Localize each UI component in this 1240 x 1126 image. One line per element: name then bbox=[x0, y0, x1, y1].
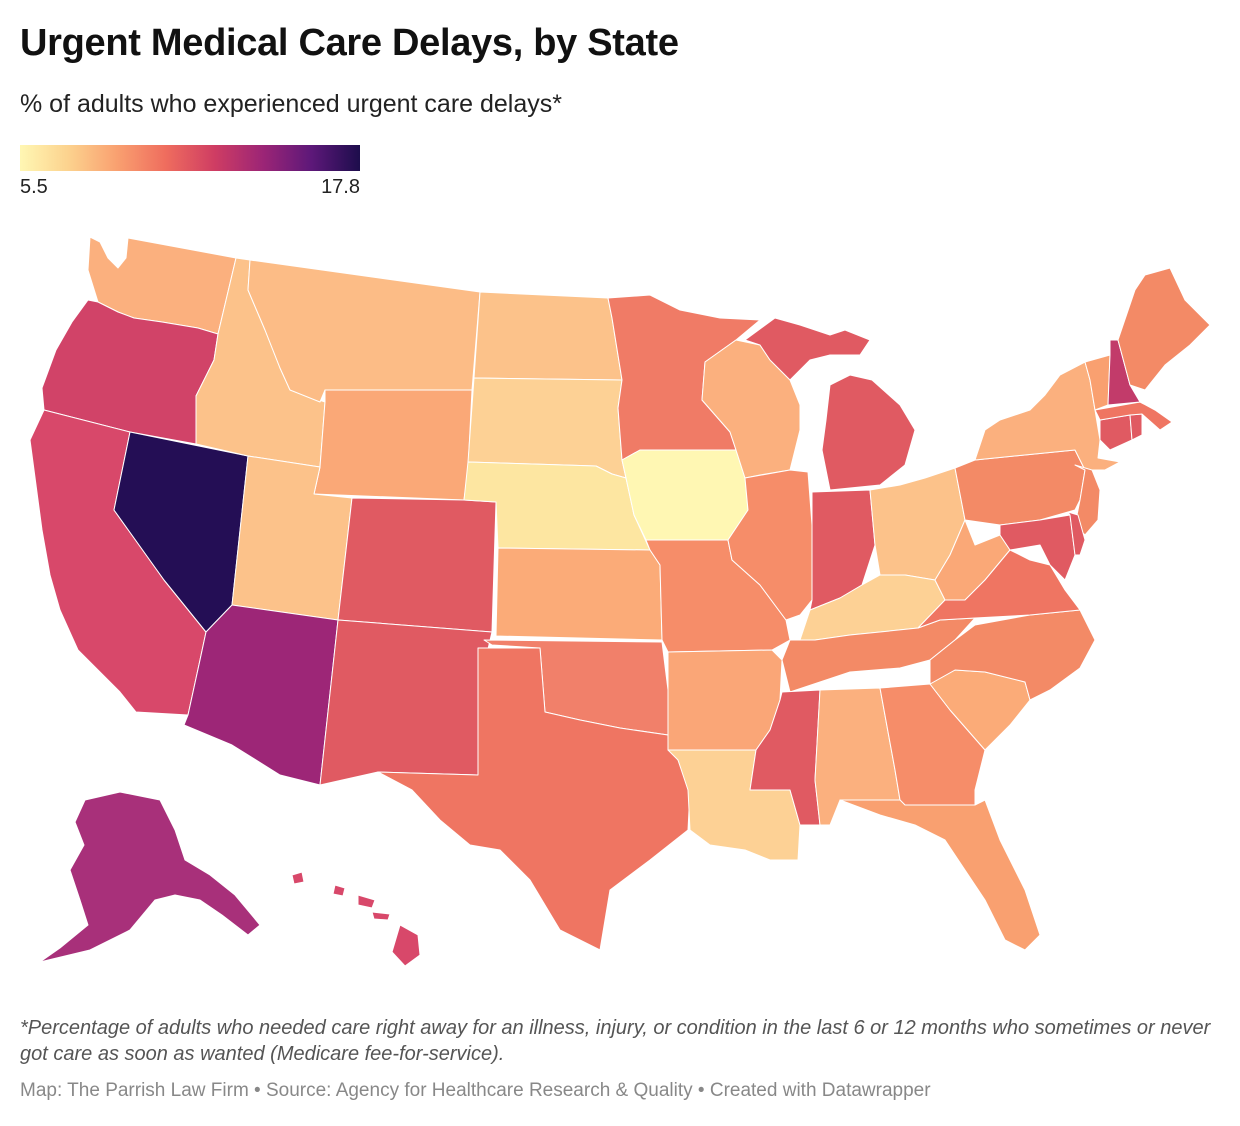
state-MA[interactable] bbox=[1094, 401, 1173, 431]
map-subtitle: % of adults who experienced urgent care … bbox=[20, 90, 562, 118]
us-choropleth-map bbox=[29, 236, 1211, 967]
state-KS[interactable] bbox=[495, 547, 663, 641]
state-CO[interactable] bbox=[337, 497, 497, 633]
state-NC[interactable] bbox=[929, 609, 1096, 701]
state-ND[interactable] bbox=[473, 291, 623, 381]
state-VT[interactable] bbox=[1084, 354, 1111, 411]
source-credits: Map: The Parrish Law Firm • Source: Agen… bbox=[20, 1080, 931, 1101]
state-IL[interactable] bbox=[727, 469, 813, 621]
legend-min-label: 5.5 bbox=[20, 176, 48, 198]
state-NM[interactable] bbox=[319, 619, 493, 786]
footnote: *Percentage of adults who needed care ri… bbox=[20, 1017, 1211, 1065]
state-MI[interactable] bbox=[744, 317, 916, 491]
state-NJ[interactable] bbox=[1074, 464, 1101, 536]
state-NY[interactable] bbox=[974, 361, 1121, 471]
state-HI[interactable] bbox=[291, 871, 421, 967]
map-title: Urgent Medical Care Delays, by State bbox=[20, 22, 679, 64]
color-legend-bar bbox=[20, 145, 360, 171]
state-RI[interactable] bbox=[1129, 413, 1143, 441]
state-AK[interactable] bbox=[39, 791, 261, 963]
state-DE[interactable] bbox=[1067, 511, 1086, 556]
state-TX[interactable] bbox=[377, 647, 691, 951]
legend-max-label: 17.8 bbox=[321, 176, 360, 198]
state-AR[interactable] bbox=[667, 649, 783, 751]
state-FL[interactable] bbox=[839, 799, 1041, 951]
state-ME[interactable] bbox=[1117, 267, 1211, 391]
state-IA[interactable] bbox=[621, 449, 749, 541]
state-MT[interactable] bbox=[247, 259, 481, 403]
state-MD[interactable] bbox=[999, 514, 1076, 581]
state-AZ[interactable] bbox=[183, 604, 339, 786]
state-PA[interactable] bbox=[954, 449, 1086, 526]
state-WY[interactable] bbox=[313, 389, 473, 501]
state-CT[interactable] bbox=[1099, 414, 1133, 451]
